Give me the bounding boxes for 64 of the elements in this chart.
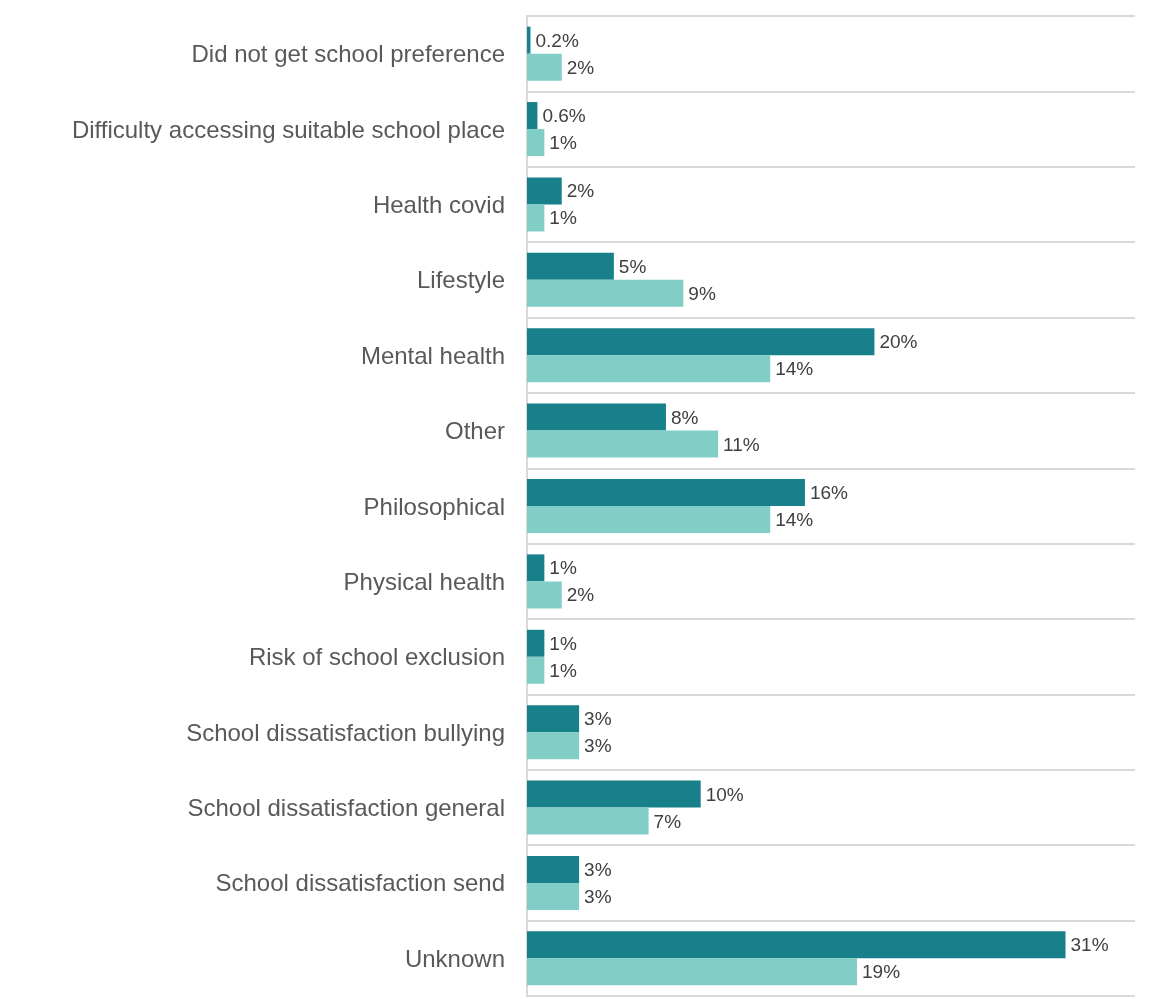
data-label: 3% [584, 708, 612, 730]
y-tick-label: Physical health [343, 567, 505, 595]
y-tick-label: Other [444, 417, 505, 445]
data-label: 2% [566, 56, 595, 78]
data-label: 1% [549, 132, 577, 154]
bar [527, 958, 858, 986]
data-label: 1% [549, 659, 577, 681]
y-tick-label: School dissatisfaction send [215, 869, 505, 897]
bar [527, 403, 666, 431]
bar [527, 506, 771, 533]
bar [527, 780, 701, 808]
data-label: 9% [688, 282, 716, 304]
data-label: 3% [584, 858, 612, 880]
y-tick-label: Risk of school exclusion [248, 643, 505, 671]
bar [527, 882, 580, 910]
y-tick-label: Difficulty accessing suitable school place [71, 115, 505, 143]
bar [527, 430, 719, 458]
y-tick-label: Lifestyle [416, 266, 505, 294]
y-tick-label: School dissatisfaction bullying [186, 718, 505, 746]
data-label: 16% [809, 482, 849, 503]
data-label: 20% [879, 331, 918, 353]
bar [527, 705, 580, 733]
data-label: 1% [549, 557, 577, 579]
data-label: 0.6% [542, 105, 586, 127]
bar [527, 732, 580, 760]
bar [527, 252, 614, 280]
bar [527, 855, 580, 883]
bar [527, 204, 545, 232]
bar [527, 177, 562, 205]
data-label: 5% [618, 255, 647, 277]
y-tick-label: School dissatisfaction general [187, 794, 505, 822]
data-label: 8% [670, 406, 699, 428]
bar [527, 581, 562, 609]
data-label: 14% [775, 509, 814, 530]
bar [527, 129, 545, 157]
data-label: 3% [584, 735, 612, 757]
bar [527, 554, 545, 582]
y-tick-label: Did not get school preference [191, 40, 505, 68]
data-label: 3% [584, 885, 612, 907]
data-label: 7% [653, 810, 682, 832]
bar [527, 355, 771, 383]
data-label: 0.2% [535, 29, 579, 51]
bar [527, 279, 684, 307]
bar [527, 807, 649, 835]
data-label: 10% [705, 783, 744, 805]
y-tick-label: Health covid [372, 190, 505, 218]
bar [527, 656, 545, 684]
bar [527, 479, 805, 506]
data-label: 2% [566, 180, 595, 202]
data-label: 31% [1070, 934, 1109, 956]
data-label: 2% [566, 584, 595, 606]
data-label: 1% [549, 632, 577, 654]
data-label: 19% [862, 961, 901, 983]
data-label: 1% [549, 207, 577, 229]
bar [527, 102, 538, 130]
y-tick-label: Unknown [404, 944, 505, 972]
bar [527, 931, 1066, 959]
y-tick-label: Philosophical [363, 492, 505, 520]
bar [527, 629, 545, 657]
y-tick-label: Mental health [360, 341, 505, 369]
bar [527, 328, 875, 356]
data-label: 11% [723, 433, 760, 455]
bar [527, 53, 562, 81]
data-label: 14% [775, 358, 814, 380]
